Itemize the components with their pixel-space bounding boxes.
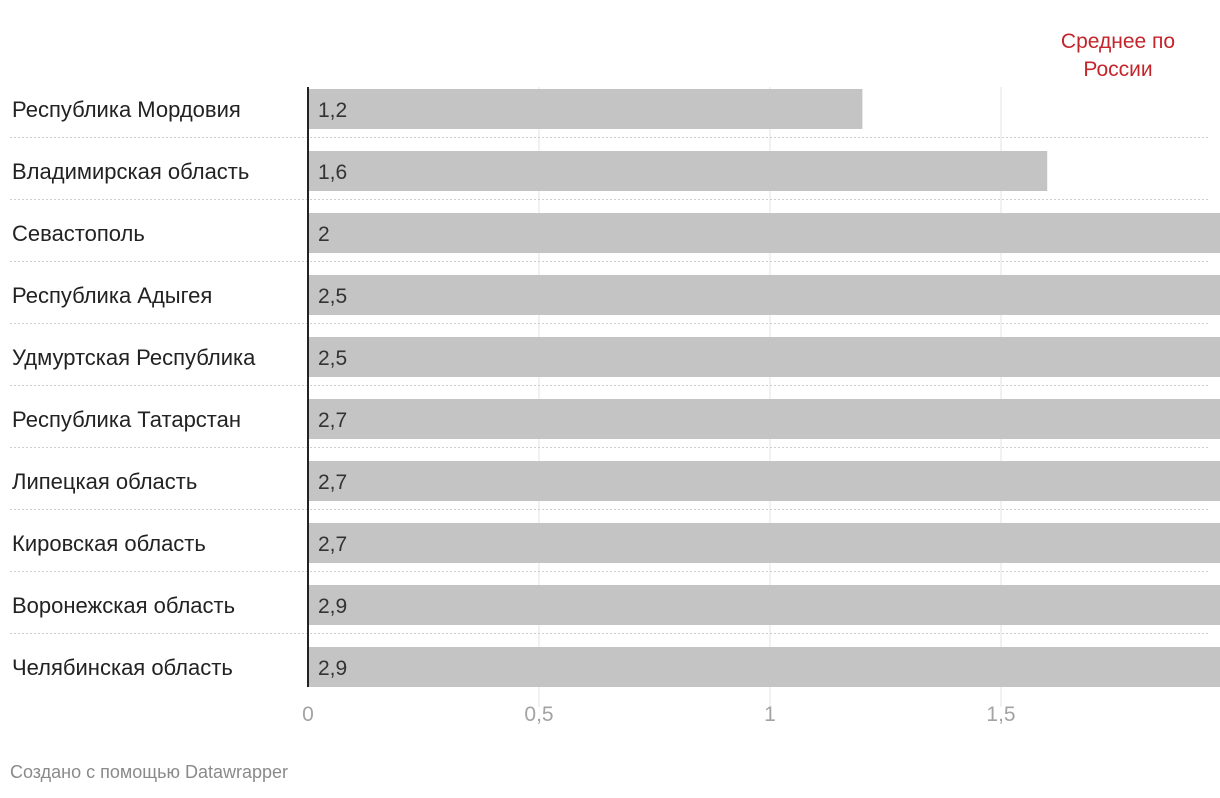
bar [308,337,1220,377]
value-label: 2,9 [318,657,347,680]
bar [308,399,1220,439]
value-label: 2,5 [318,347,347,370]
x-tick-label: 1 [764,703,776,726]
value-label: 2,5 [318,285,347,308]
x-tick-label: 0,5 [524,703,553,726]
category-label: Республика Адыгея [12,283,212,308]
value-label: 1,6 [318,161,347,184]
x-tick-label: 0 [302,703,314,726]
value-label: 1,2 [318,99,347,122]
category-label: Липецкая область [12,469,197,494]
category-label: Челябинская область [12,655,233,680]
category-label: Удмуртская Республика [12,345,256,370]
category-label: Республика Татарстан [12,407,241,432]
category-label: Кировская область [12,531,206,556]
bars [308,89,1220,687]
x-tick-label: 1,5 [986,703,1015,726]
bar [308,647,1220,687]
bar [308,275,1220,315]
value-label: 2,7 [318,533,347,556]
value-label: 2 [318,223,330,246]
bar [308,585,1220,625]
bar [308,523,1220,563]
category-label: Владимирская область [12,159,249,184]
reference-label-line-2: России [1083,58,1152,81]
reference-label-line-1: Среднее по [1061,30,1175,53]
bar-chart: Республика Мордовия 1,2 Владимирская облас… [10,30,1220,726]
value-label: 2,7 [318,471,347,494]
category-label: Республика Мордовия [12,97,241,122]
row-separators [10,137,1210,634]
value-label: 2,9 [318,595,347,618]
category-label: Севастополь [12,221,145,246]
bar [308,213,1220,253]
category-label: Воронежская область [12,593,235,618]
value-label: 2,7 [318,409,347,432]
bar [308,461,1220,501]
bar [308,151,1048,191]
x-axis-ticks: 00,511,522,533,5 [302,703,1015,726]
credit-footer: Создано с помощью Datawrapper [10,762,289,782]
labels: Республика Мордовия 1,2 Владимирская облас… [12,97,347,680]
bar [308,89,863,129]
